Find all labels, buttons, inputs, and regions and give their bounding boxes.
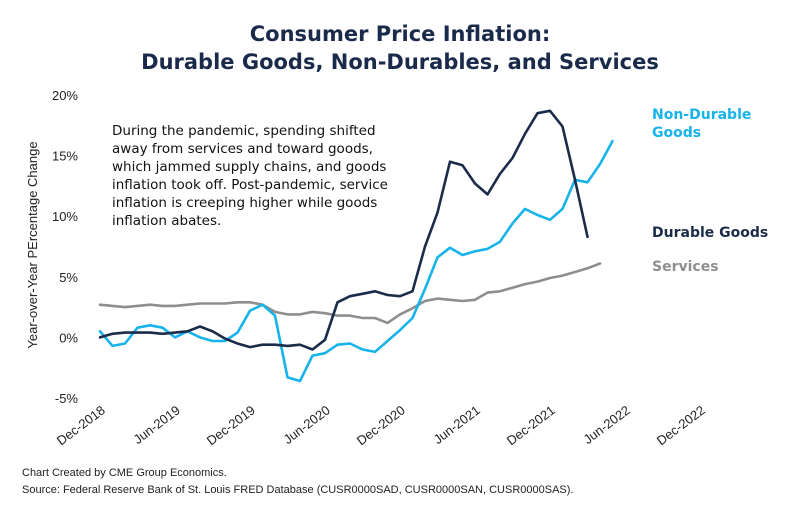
x-tick-label: Jun-2020 (280, 402, 332, 447)
x-tick-label: Jun-2019 (130, 402, 182, 447)
footer-source: Source: Federal Reserve Bank of St. Loui… (22, 484, 573, 496)
x-tick-label: Dec-2019 (204, 402, 258, 448)
plot-area (98, 109, 614, 383)
annotation-text: During the pandemic, spending shifted aw… (112, 123, 388, 229)
x-tick-label: Dec-2020 (354, 402, 408, 448)
series-label-non-durable-goods: Goods (652, 125, 701, 141)
series-label-services: Services (652, 259, 719, 275)
footer: Chart Created by CME Group Economics. So… (22, 467, 573, 496)
y-axis: -5% 0% 5% 10% 15% 20% (52, 88, 78, 406)
chart-title-line-2: Durable Goods, Non-Durables, and Service… (141, 50, 659, 74)
y-axis-label: Year-over-Year PErcentage Change (25, 141, 40, 348)
annotation-line: which jammed supply chains, and goods (112, 159, 386, 175)
y-tick-label: 20% (52, 88, 78, 103)
annotation-line: inflation abates. (112, 213, 221, 229)
y-tick-label: 15% (52, 149, 78, 164)
y-tick-label: 5% (59, 270, 78, 285)
series-label-non-durable-goods: Non-Durable (652, 107, 751, 123)
x-tick-label: Jun-2021 (430, 402, 482, 447)
chart-title-line-1: Consumer Price Inflation: (250, 22, 551, 46)
series-line-services (98, 262, 602, 325)
y-tick-label: 10% (52, 209, 78, 224)
series-line-durable-goods (98, 109, 589, 351)
legend: Durable Goods Non-Durable Goods Services (652, 107, 768, 275)
series-label-durable-goods: Durable Goods (652, 225, 768, 241)
x-tick-label: Dec-2021 (504, 402, 558, 448)
y-tick-label: 0% (59, 330, 78, 345)
annotation-line: inflation took off. Post-pandemic, servi… (112, 177, 388, 193)
footer-credit: Chart Created by CME Group Economics. (22, 467, 227, 479)
x-tick-label: Jun-2022 (580, 402, 632, 447)
y-tick-label: -5% (55, 391, 79, 406)
annotation-line: During the pandemic, spending shifted (112, 123, 376, 139)
annotation-line: away from services and toward goods, (112, 141, 373, 157)
x-axis: Dec-2018 Jun-2019 Dec-2019 Jun-2020 Dec-2020… (54, 402, 708, 448)
x-tick-label: Dec-2022 (654, 402, 708, 448)
x-tick-label: Dec-2018 (54, 402, 108, 448)
chart-title: Consumer Price Inflation: Durable Goods,… (141, 22, 659, 74)
annotation-line: inflation is creeping higher while goods (112, 195, 377, 211)
